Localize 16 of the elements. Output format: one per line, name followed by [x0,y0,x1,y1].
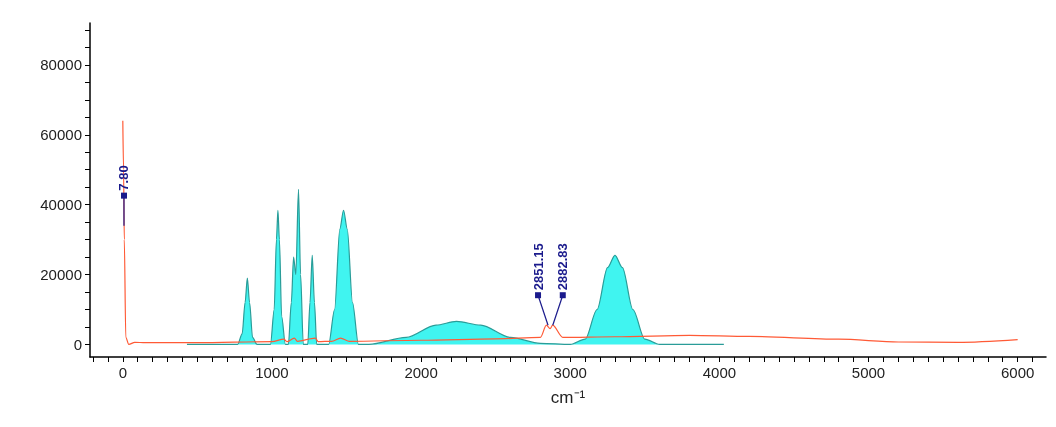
y-tick-label: 40000 [40,196,82,214]
x-tick-label: 6000 [1000,364,1035,381]
y-tick-label: 0 [73,335,82,353]
x-tick-label: 3000 [553,364,587,381]
x-tick-label: 5000 [851,364,886,381]
y-tick-label: 60000 [40,126,82,144]
x-tick-label: 1000 [255,364,289,381]
annotation: 7.80 [116,165,132,191]
annotation: 2851.15 [530,243,546,291]
y-tick-label: 20000 [40,266,82,284]
x-tick-label: 2000 [404,364,438,381]
y-tick-label: 80000 [40,56,82,74]
x-tick-label: 0 [118,364,127,381]
x-axis-title: cm⁻¹ [550,388,586,407]
x-tick-label: 4000 [702,364,737,381]
annotation: 2882.83 [555,243,571,291]
